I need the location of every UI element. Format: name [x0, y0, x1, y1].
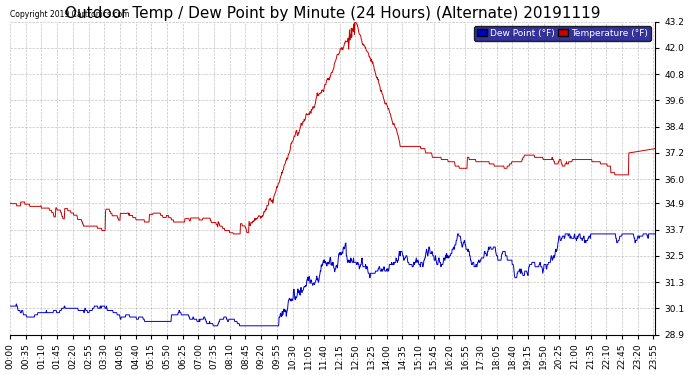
Text: Copyright 2019 Cartronics.com: Copyright 2019 Cartronics.com — [10, 10, 130, 19]
Title: Outdoor Temp / Dew Point by Minute (24 Hours) (Alternate) 20191119: Outdoor Temp / Dew Point by Minute (24 H… — [65, 6, 600, 21]
Legend: Dew Point (°F), Temperature (°F): Dew Point (°F), Temperature (°F) — [474, 26, 651, 40]
